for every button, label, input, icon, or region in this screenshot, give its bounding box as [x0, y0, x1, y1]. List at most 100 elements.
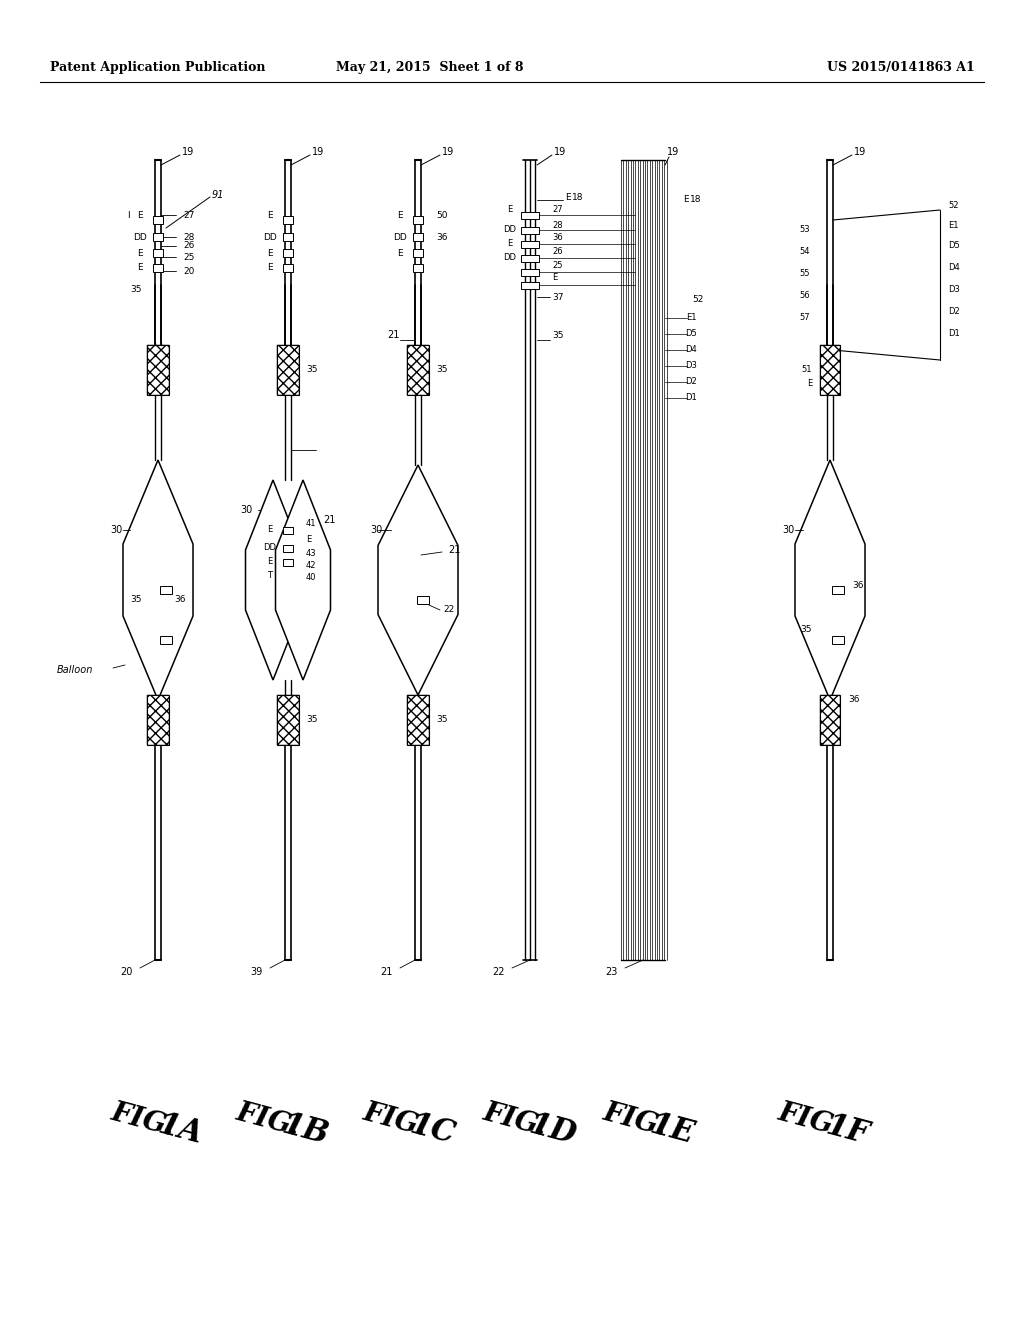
Bar — [407, 345, 429, 395]
Text: 54: 54 — [800, 248, 810, 256]
Text: E: E — [683, 195, 688, 205]
Text: 39: 39 — [251, 968, 263, 977]
Text: 52: 52 — [948, 201, 958, 210]
Bar — [417, 597, 429, 605]
Text: 20: 20 — [183, 267, 195, 276]
Text: 22: 22 — [443, 606, 455, 615]
Bar — [413, 216, 423, 224]
Text: 21: 21 — [449, 545, 461, 554]
Text: E: E — [552, 273, 557, 282]
Bar — [147, 345, 169, 395]
Text: T: T — [267, 572, 272, 581]
Text: E: E — [267, 264, 272, 272]
Polygon shape — [275, 480, 331, 680]
Text: 35: 35 — [306, 366, 317, 375]
Bar — [153, 249, 163, 257]
Text: 53: 53 — [800, 226, 810, 235]
Bar — [283, 527, 293, 533]
Text: D4: D4 — [685, 346, 697, 355]
Text: D5: D5 — [685, 330, 697, 338]
Text: 1D: 1D — [525, 1109, 580, 1151]
Text: 25: 25 — [552, 260, 562, 269]
Text: 42: 42 — [306, 561, 316, 569]
Bar — [153, 264, 163, 272]
Bar — [521, 268, 539, 276]
Bar — [283, 234, 293, 242]
Text: 19: 19 — [667, 147, 679, 157]
Text: FIG.: FIG. — [600, 1098, 670, 1142]
Bar — [278, 345, 299, 395]
Text: 30: 30 — [241, 506, 253, 515]
Bar — [820, 345, 840, 395]
Bar — [820, 345, 840, 395]
Text: 20: 20 — [121, 968, 133, 977]
Bar — [283, 264, 293, 272]
Text: May 21, 2015  Sheet 1 of 8: May 21, 2015 Sheet 1 of 8 — [336, 62, 523, 74]
Text: D1: D1 — [685, 393, 697, 403]
Text: Patent Application Publication: Patent Application Publication — [50, 62, 265, 74]
Text: E: E — [507, 206, 513, 214]
Bar — [160, 586, 172, 594]
Bar — [160, 636, 172, 644]
Text: 35: 35 — [801, 626, 812, 635]
Text: E: E — [397, 210, 402, 219]
Text: FIG.: FIG. — [480, 1098, 550, 1142]
Polygon shape — [246, 480, 300, 680]
Text: 52: 52 — [692, 296, 703, 305]
Text: 40: 40 — [306, 573, 316, 582]
Bar — [413, 249, 423, 257]
Bar — [278, 696, 299, 744]
Bar — [147, 696, 169, 744]
Text: E: E — [267, 557, 272, 566]
Polygon shape — [123, 459, 193, 700]
Bar — [831, 586, 844, 594]
Text: 19: 19 — [182, 147, 195, 157]
Text: 26: 26 — [183, 242, 195, 251]
Text: E: E — [137, 248, 142, 257]
Text: 28: 28 — [552, 220, 562, 230]
Text: D2: D2 — [948, 306, 959, 315]
Text: E: E — [306, 536, 311, 544]
Text: 51: 51 — [802, 366, 812, 375]
Bar — [283, 249, 293, 257]
Bar — [407, 696, 429, 744]
Text: 22: 22 — [493, 968, 505, 977]
Text: Balloon: Balloon — [56, 665, 93, 675]
Text: 1A: 1A — [155, 1109, 206, 1151]
Bar — [521, 255, 539, 261]
Text: E1: E1 — [686, 314, 696, 322]
Text: E: E — [565, 194, 570, 202]
Text: 19: 19 — [554, 147, 566, 157]
Text: 1E: 1E — [646, 1109, 697, 1151]
Text: 36: 36 — [436, 232, 447, 242]
Text: FIG.: FIG. — [360, 1098, 430, 1142]
Bar — [407, 696, 429, 744]
Text: E: E — [137, 210, 142, 219]
Text: 35: 35 — [130, 595, 141, 605]
Text: E: E — [267, 210, 272, 219]
Text: 19: 19 — [854, 147, 866, 157]
Text: 35: 35 — [436, 715, 447, 725]
Bar — [153, 234, 163, 242]
Bar — [413, 264, 423, 272]
Text: 91: 91 — [212, 190, 224, 201]
Bar — [278, 696, 299, 744]
Text: 36: 36 — [174, 595, 185, 605]
Text: DD: DD — [263, 544, 276, 553]
Text: FIG.: FIG. — [233, 1098, 303, 1142]
Text: US 2015/0141863 A1: US 2015/0141863 A1 — [827, 62, 975, 74]
Text: 19: 19 — [442, 147, 454, 157]
Bar — [521, 240, 539, 248]
Text: 50: 50 — [436, 210, 447, 219]
Text: DD: DD — [504, 253, 516, 263]
Bar — [820, 696, 840, 744]
Bar — [820, 696, 840, 744]
Text: 56: 56 — [800, 292, 810, 301]
Text: 35: 35 — [552, 330, 563, 339]
Text: D4: D4 — [948, 263, 959, 272]
Bar — [147, 345, 169, 395]
Text: D1: D1 — [948, 329, 959, 338]
Text: 1F: 1F — [822, 1110, 871, 1151]
Text: D2: D2 — [685, 378, 697, 387]
Text: 55: 55 — [800, 269, 810, 279]
